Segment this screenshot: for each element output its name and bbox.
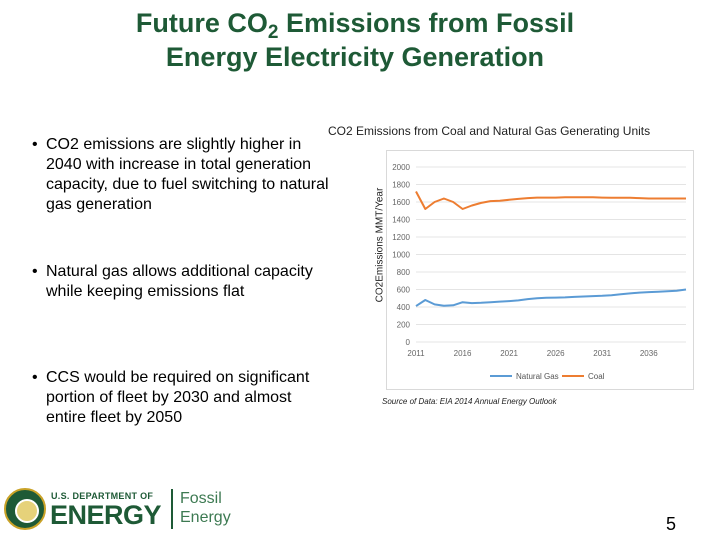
y-tick-label: 1200	[392, 233, 410, 242]
chart-frame	[386, 150, 694, 390]
bullet-dot: •	[32, 369, 38, 386]
bullet-co2-emissions: • CO2 emissions are slightly higher in 20…	[32, 135, 332, 215]
bullet-ccs: • CCS would be required on significant po…	[32, 368, 332, 428]
bullet-text: CO2 emissions are slightly higher in 204…	[46, 136, 329, 213]
source-note: Source of Data: EIA 2014 Annual Energy O…	[382, 397, 557, 406]
logo-energy: ENERGY	[50, 500, 162, 530]
emissions-line-chart: 0 200 400 600 800 1000 1200 1400 1600 1800 2000 201…	[392, 163, 687, 381]
bullet-dot: •	[32, 136, 38, 153]
series-line-natural-gas	[415, 288, 687, 307]
y-tick-label: 400	[397, 303, 411, 312]
logo-department: U.S. DEPARTMENT OF	[51, 491, 154, 501]
y-tick-label: 1400	[392, 216, 410, 225]
doe-seal-icon	[4, 488, 46, 530]
y-tick-label: 2000	[392, 163, 410, 172]
y-tick-label: 800	[397, 268, 411, 277]
y-tick-label: 1800	[392, 181, 410, 190]
y-tick-label: 200	[397, 321, 411, 330]
x-tick-label: 2031	[593, 349, 611, 358]
legend-label: Natural Gas	[516, 372, 559, 381]
bullet-natural-gas: • Natural gas allows additional capacity …	[32, 262, 332, 302]
title-line-1: Future CO2 Emissions from Fossil	[135, 8, 575, 43]
y-tick-label: 600	[397, 286, 411, 295]
logo-fossil-energy: Energy	[180, 509, 231, 526]
x-tick-label: 2021	[500, 349, 518, 358]
bullet-text: CCS would be required on significant por…	[46, 369, 310, 426]
legend-label: Coal	[588, 372, 605, 381]
chart-title: CO2 Emissions from Coal and Natural Gas …	[328, 124, 651, 138]
x-tick-label: 2011	[407, 349, 425, 358]
bullet-dot: •	[32, 263, 38, 280]
chart-y-axis-label: CO2Emissions MMT/Year	[374, 187, 386, 303]
x-tick-label: 2026	[547, 349, 565, 358]
y-tick-label: 1600	[392, 198, 410, 207]
y-tick-label: 0	[406, 338, 411, 347]
y-tick-label: 1000	[392, 251, 410, 260]
bullet-text: Natural gas allows additional capacity w…	[46, 263, 313, 300]
title-line-2: Energy Electricity Generation	[165, 42, 545, 72]
logo-fossil: Fossil	[180, 490, 222, 507]
x-tick-label: 2016	[454, 349, 472, 358]
page-number: 5	[666, 514, 677, 534]
slide-title: Future CO2 Emissions from Fossil Energy …	[60, 6, 650, 74]
series-line-coal	[415, 191, 686, 210]
logo-divider	[171, 489, 173, 529]
x-tick-label: 2036	[640, 349, 658, 358]
doe-fossil-energy-logo: U.S. DEPARTMENT OF ENERGY Fossil Energy	[4, 486, 254, 534]
